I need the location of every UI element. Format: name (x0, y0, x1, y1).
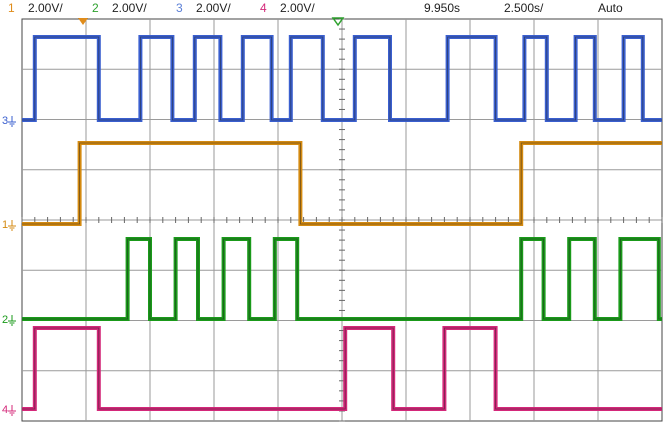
ch2-ground-marker[interactable]: 2 (2, 314, 8, 326)
ground-icon (8, 315, 16, 326)
trace-ch3-detail (22, 36, 662, 121)
ch1-number: 1 (8, 1, 15, 15)
ch1-ground-marker[interactable]: 1 (2, 219, 8, 231)
ch2-number: 2 (92, 1, 99, 15)
ch4-number: 4 (260, 1, 267, 15)
ch1-scale[interactable]: 2.00V/ (28, 1, 63, 15)
trigger-mode[interactable]: Auto (598, 1, 623, 15)
trace-ch4-detail (22, 327, 662, 410)
ch4-scale[interactable]: 2.00V/ (280, 1, 315, 15)
trigger-position-marker[interactable] (78, 18, 88, 25)
ground-icon (8, 116, 16, 127)
ch3-ground-marker[interactable]: 3 (2, 115, 8, 127)
ground-icon (8, 405, 16, 416)
trigger-markers (78, 17, 345, 27)
status-bar: 1 2.00V/ 2 2.00V/ 3 2.00V/ 4 2.00V/ 9.95… (0, 0, 664, 18)
trace-ch1-detail (22, 142, 662, 225)
time-reference-marker (331, 17, 345, 27)
trace-ch2-detail (22, 238, 662, 320)
ch3-scale[interactable]: 2.00V/ (196, 1, 231, 15)
ch2-scale[interactable]: 2.00V/ (112, 1, 147, 15)
waveform-traces (22, 35, 662, 411)
ch3-number: 3 (176, 1, 183, 15)
channel-markers: 3 1 2 4 (2, 115, 16, 416)
ch4-ground-marker[interactable]: 4 (2, 404, 8, 416)
time-per-div[interactable]: 2.500s/ (504, 1, 544, 15)
time-position[interactable]: 9.950s (424, 1, 461, 15)
ground-icon (8, 220, 16, 231)
graticule (21, 18, 663, 422)
